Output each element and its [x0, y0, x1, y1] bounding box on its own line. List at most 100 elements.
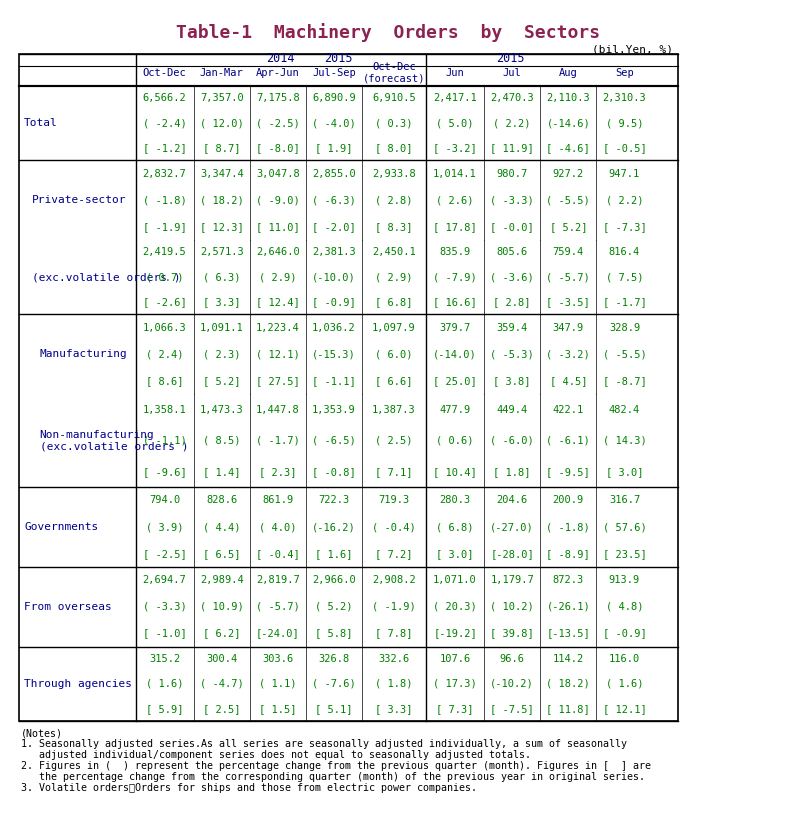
Text: ( 2.2): ( 2.2) [606, 195, 643, 206]
Text: (-15.3): (-15.3) [312, 349, 356, 359]
Text: ( 10.9): ( 10.9) [200, 601, 244, 612]
Text: ( -5.7): ( -5.7) [546, 273, 590, 282]
Text: 482.4: 482.4 [609, 405, 640, 415]
Text: ( 6.8): ( 6.8) [436, 522, 474, 532]
Text: 1,473.3: 1,473.3 [200, 405, 244, 415]
Text: [ 8.7]: [ 8.7] [203, 143, 241, 153]
Text: ( -6.1): ( -6.1) [546, 436, 590, 446]
Text: [ -2.5]: [ -2.5] [143, 548, 187, 559]
Text: [ -0.5]: [ -0.5] [602, 143, 646, 153]
Text: [ -8.7]: [ -8.7] [602, 376, 646, 386]
Bar [19, 54, 678, 721]
Text: ( 10.2): ( 10.2) [490, 601, 534, 612]
Text: Jan-Mar: Jan-Mar [200, 68, 244, 78]
Text: 449.4: 449.4 [496, 405, 528, 415]
Text: 2,694.7: 2,694.7 [143, 575, 187, 585]
Text: ( 4.0): ( 4.0) [259, 522, 297, 532]
Text: [ 27.5]: [ 27.5] [256, 376, 300, 386]
Text: [ 2.5]: [ 2.5] [203, 703, 241, 714]
Text: 359.4: 359.4 [496, 323, 528, 333]
Text: [ 5.2]: [ 5.2] [203, 376, 241, 386]
Text: 204.6: 204.6 [496, 495, 528, 505]
Text: ( 2.9): ( 2.9) [259, 273, 297, 282]
Text: ( 4.4): ( 4.4) [203, 522, 241, 532]
Text: 347.9: 347.9 [553, 323, 584, 333]
Text: 861.9: 861.9 [262, 495, 294, 505]
Text: [ 1.4]: [ 1.4] [203, 467, 241, 477]
Text: Aug: Aug [559, 68, 577, 78]
Text: [-19.2]: [-19.2] [433, 628, 477, 638]
Text: [ 10.4]: [ 10.4] [433, 467, 477, 477]
Text: 1,353.9: 1,353.9 [312, 405, 356, 415]
Text: 2,310.3: 2,310.3 [602, 93, 646, 104]
Text: [ 2.8]: [ 2.8] [493, 297, 531, 307]
Text: ( -6.0): ( -6.0) [490, 436, 534, 446]
Text: 7,357.0: 7,357.0 [200, 93, 244, 104]
Text: ( 2.5): ( 2.5) [375, 436, 413, 446]
Text: ( 4.8): ( 4.8) [606, 601, 643, 612]
Text: ( 18.2): ( 18.2) [200, 195, 244, 206]
Text: 1,066.3: 1,066.3 [143, 323, 187, 333]
Text: 2,989.4: 2,989.4 [200, 575, 244, 585]
Text: [ -1.9]: [ -1.9] [143, 222, 187, 232]
Text: 2. Figures in (  ) represent the percentage change from the previous quarter (mo: 2. Figures in ( ) represent the percenta… [22, 761, 651, 771]
Text: [ -9.6]: [ -9.6] [143, 467, 187, 477]
Text: 872.3: 872.3 [553, 575, 584, 585]
Text: 913.9: 913.9 [609, 575, 640, 585]
Text: [ 6.6]: [ 6.6] [375, 376, 413, 386]
Text: Governments: Governments [24, 522, 99, 532]
Text: [ -9.5]: [ -9.5] [546, 467, 590, 477]
Text: 828.6: 828.6 [206, 495, 237, 505]
Text: 794.0: 794.0 [149, 495, 180, 505]
Text: [ 5.9]: [ 5.9] [146, 703, 184, 714]
Text: Jun: Jun [446, 68, 464, 78]
Text: 927.2: 927.2 [553, 169, 584, 179]
Text: 3. Volatile orders：Orders for ships and those from electric power companies.: 3. Volatile orders：Orders for ships and … [22, 783, 477, 793]
Text: [ -0.9]: [ -0.9] [312, 297, 356, 307]
Text: (-16.2): (-16.2) [312, 522, 356, 532]
Text: Apr-Jun: Apr-Jun [256, 68, 300, 78]
Text: [ 3.8]: [ 3.8] [493, 376, 531, 386]
Text: [ 39.8]: [ 39.8] [490, 628, 534, 638]
Text: ( -7.9): ( -7.9) [433, 273, 477, 282]
Text: ( -1.7): ( -1.7) [256, 436, 300, 446]
Text: ( 12.1): ( 12.1) [256, 349, 300, 359]
Text: [ -2.6]: [ -2.6] [143, 297, 187, 307]
Text: 1,223.4: 1,223.4 [256, 323, 300, 333]
Text: ( 5.2): ( 5.2) [315, 601, 353, 612]
Text: ( -2.4): ( -2.4) [143, 118, 187, 128]
Text: 477.9: 477.9 [439, 405, 471, 415]
Text: (-14.6): (-14.6) [546, 118, 590, 128]
Text: [ 1.5]: [ 1.5] [259, 703, 297, 714]
Text: [ 12.4]: [ 12.4] [256, 297, 300, 307]
Text: ( -7.6): ( -7.6) [312, 679, 356, 689]
Text: (Notes): (Notes) [22, 728, 63, 738]
Text: [ 3.0]: [ 3.0] [606, 467, 643, 477]
Text: ( -3.3): ( -3.3) [490, 195, 534, 206]
Text: 2,110.3: 2,110.3 [546, 93, 590, 104]
Text: ( 2.2): ( 2.2) [493, 118, 531, 128]
Text: ( -5.7): ( -5.7) [256, 601, 300, 612]
Text: ( 8.5): ( 8.5) [203, 436, 241, 446]
Text: ( -2.5): ( -2.5) [256, 118, 300, 128]
Text: [ 1.9]: [ 1.9] [315, 143, 353, 153]
Text: ( -3.6): ( -3.6) [490, 273, 534, 282]
Text: [ -8.9]: [ -8.9] [546, 548, 590, 559]
Text: 114.2: 114.2 [553, 654, 584, 664]
Text: [ 11.9]: [ 11.9] [490, 143, 534, 153]
Text: 332.6: 332.6 [379, 654, 410, 664]
Text: ( -6.5): ( -6.5) [312, 436, 356, 446]
Text: [ 11.8]: [ 11.8] [546, 703, 590, 714]
Text: [ 8.3]: [ 8.3] [375, 222, 413, 232]
Text: 2,571.3: 2,571.3 [200, 247, 244, 258]
Text: ( -3.2): ( -3.2) [546, 349, 590, 359]
Text: ( -1.1): ( -1.1) [143, 436, 187, 446]
Text: [ 8.6]: [ 8.6] [146, 376, 184, 386]
Text: (-10.0): (-10.0) [312, 273, 356, 282]
Text: ( 2.6): ( 2.6) [436, 195, 474, 206]
Text: [ 1.6]: [ 1.6] [315, 548, 353, 559]
Text: ( 0.6): ( 0.6) [436, 436, 474, 446]
Text: ( 0.7): ( 0.7) [146, 273, 184, 282]
Text: Non-manufacturing
(exc.volatile orders ): Non-manufacturing (exc.volatile orders ) [39, 430, 188, 451]
Text: [ 2.3]: [ 2.3] [259, 467, 297, 477]
